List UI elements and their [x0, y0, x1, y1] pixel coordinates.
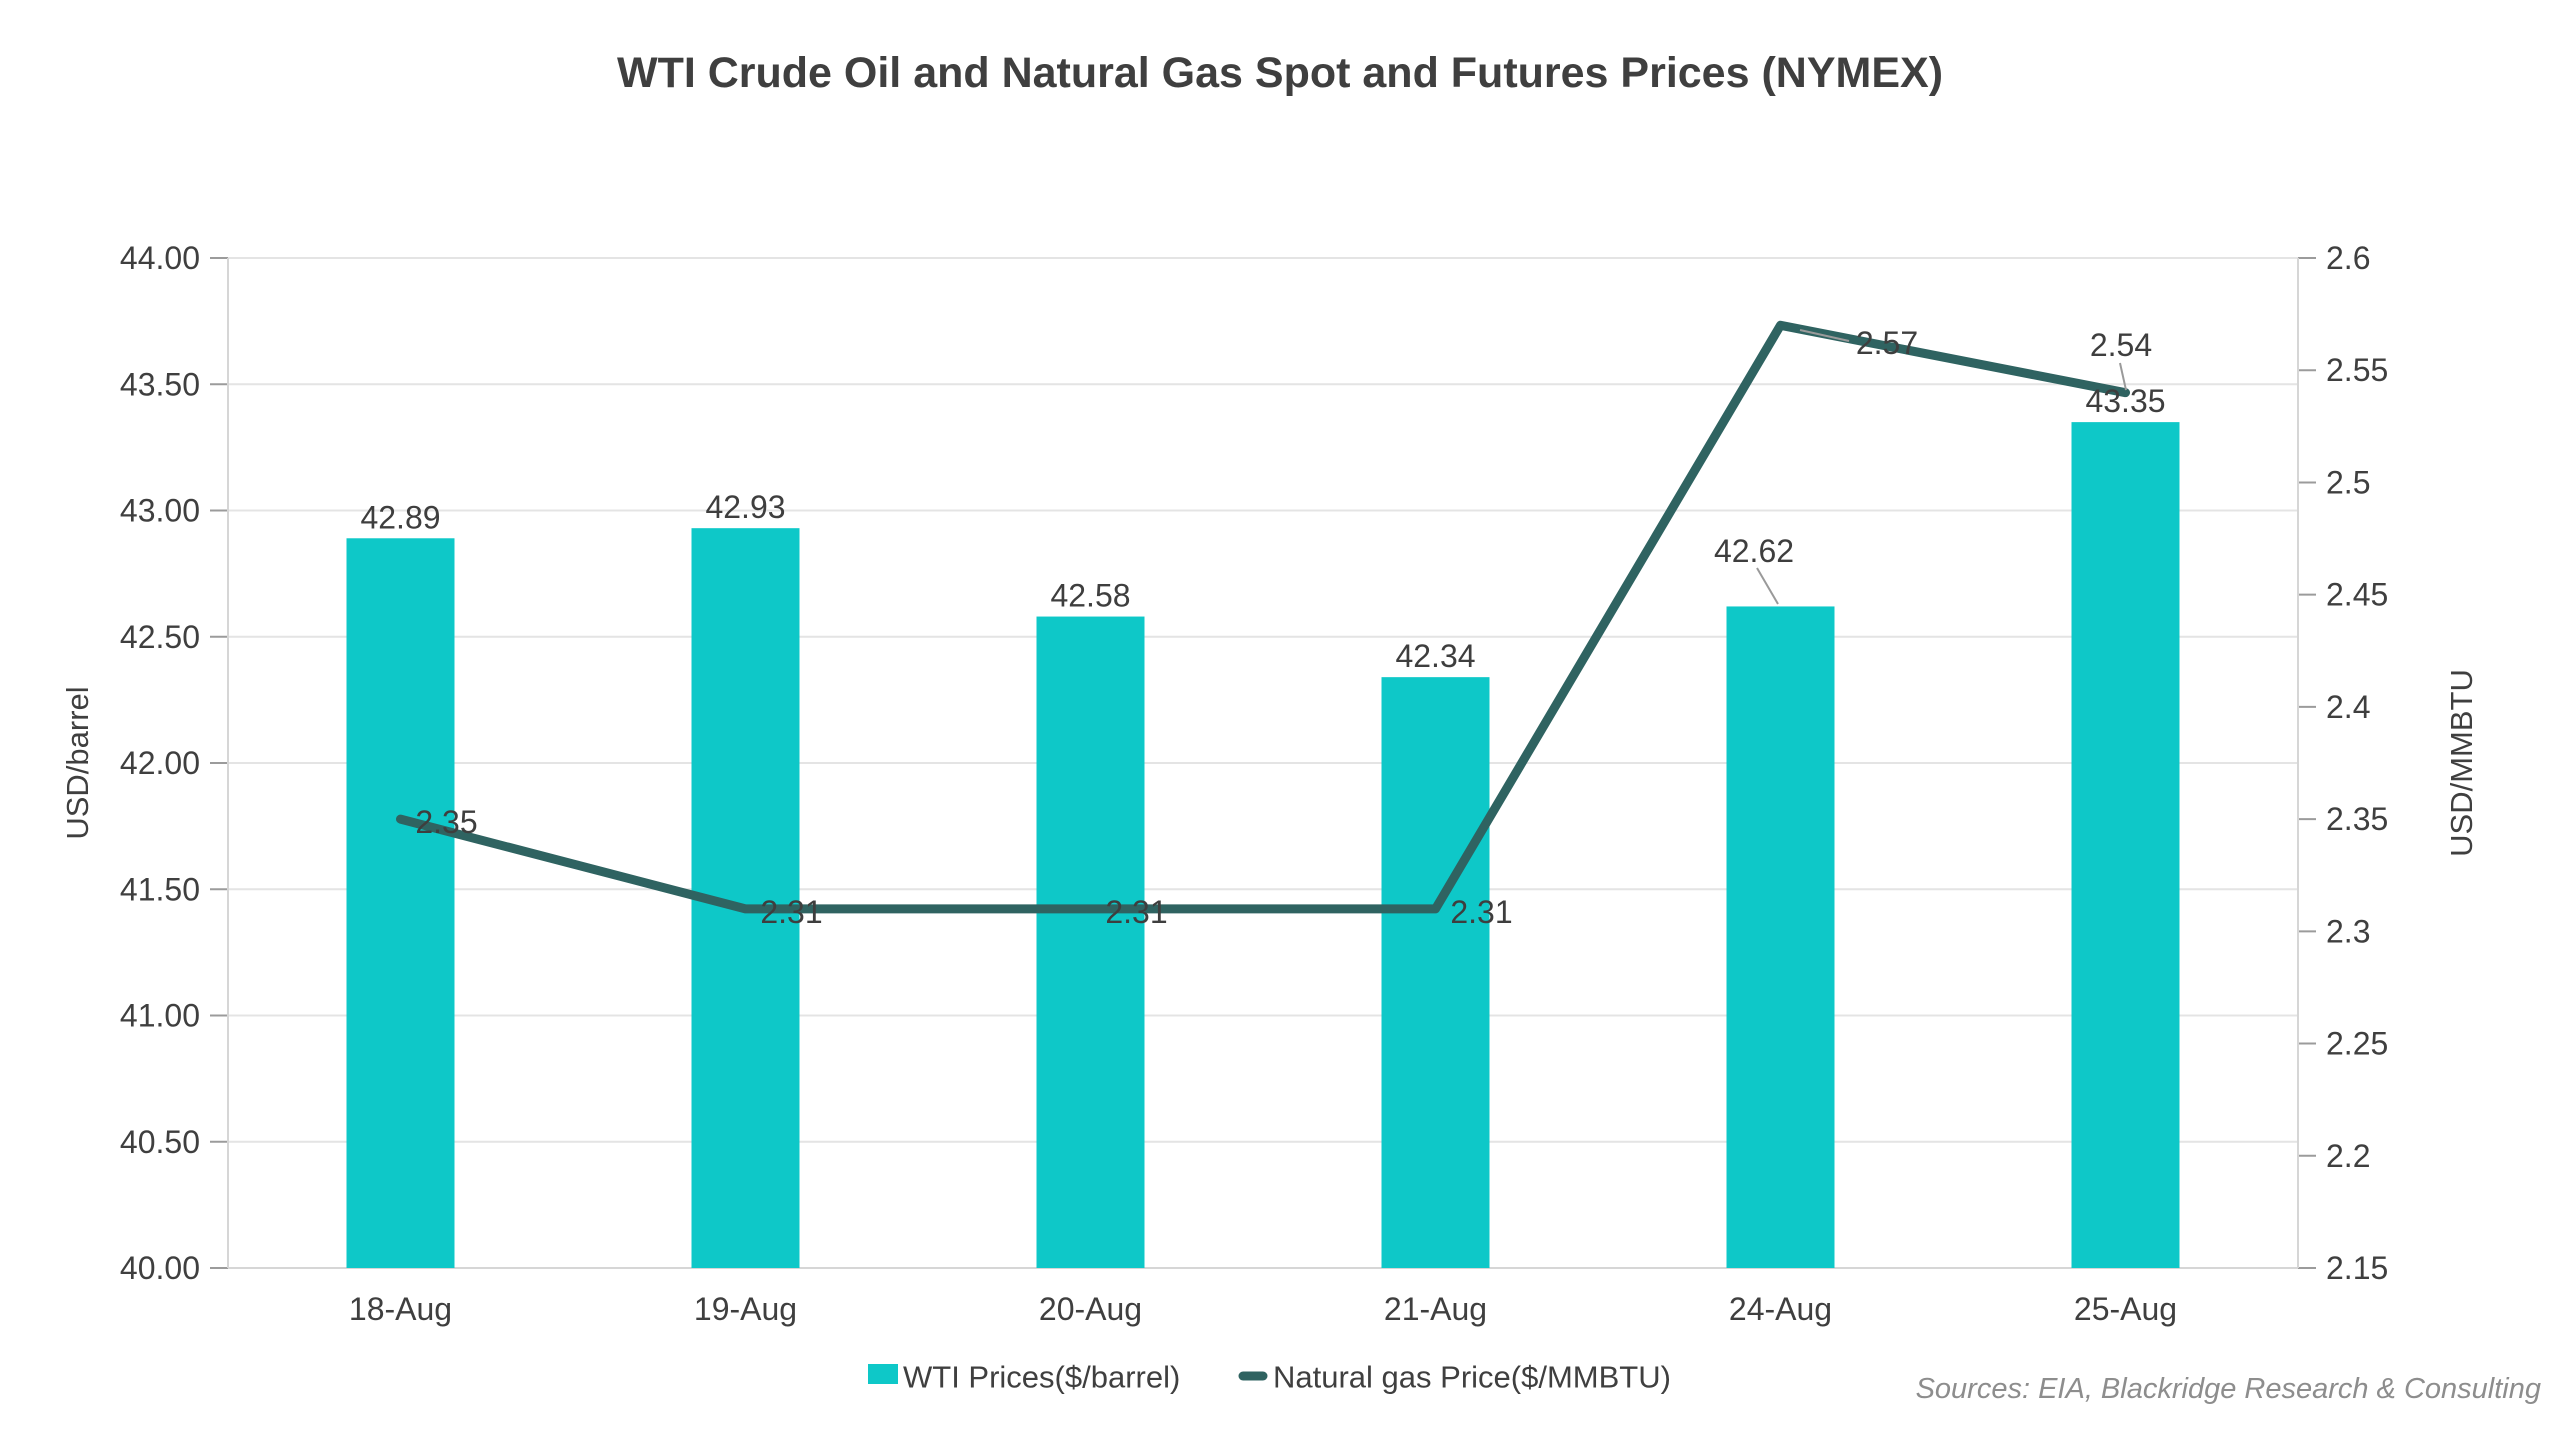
wti-bar [1381, 677, 1490, 1268]
right-axis-tick-label: 2.2 [2326, 1138, 2370, 1174]
line-value-label: 2.35 [415, 804, 477, 840]
category-label: 25-Aug [2074, 1291, 2177, 1327]
right-axis-tick-label: 2.15 [2326, 1250, 2388, 1286]
line-value-label: 2.54 [2090, 327, 2152, 363]
line-value-label: 2.57 [1856, 325, 1918, 361]
right-axis-tick-label: 2.6 [2326, 240, 2370, 276]
label-leader-line [1756, 567, 1779, 605]
left-axis-tick-label: 40.00 [120, 1250, 200, 1286]
legend: WTI Prices($/barrel) Natural gas Price($… [868, 1360, 1671, 1395]
category-label: 20-Aug [1039, 1291, 1142, 1327]
legend-marker-wti [868, 1364, 898, 1384]
left-axis-tick-label: 41.50 [120, 871, 200, 907]
category-label: 18-Aug [349, 1291, 452, 1327]
left-axis-tick-label: 40.50 [120, 1124, 200, 1160]
bar-value-label: 43.35 [2085, 383, 2165, 419]
wti-bar [1036, 616, 1145, 1268]
line-value-label: 2.31 [760, 894, 822, 930]
category-label: 19-Aug [694, 1291, 797, 1327]
left-axis-tick-label: 44.00 [120, 240, 200, 276]
bar-value-label: 42.34 [1395, 638, 1475, 674]
left-axis-tick-label: 41.00 [120, 998, 200, 1034]
line-value-label: 2.31 [1450, 894, 1512, 930]
source-note: Sources: EIA, Blackridge Research & Cons… [1916, 1373, 2541, 1405]
left-axis-tick-label: 43.50 [120, 366, 200, 402]
chart-title: WTI Crude Oil and Natural Gas Spot and F… [617, 49, 1943, 97]
right-axis-tick-label: 2.45 [2326, 577, 2388, 613]
left-axis-title: USD/barrel [60, 686, 95, 839]
right-axis-tick-label: 2.35 [2326, 801, 2388, 837]
left-axis-tick-label: 42.00 [120, 745, 200, 781]
right-axis-tick-label: 2.4 [2326, 689, 2370, 725]
line-value-label: 2.31 [1105, 894, 1167, 930]
category-label: 24-Aug [1729, 1291, 1832, 1327]
bar-value-label: 42.62 [1714, 533, 1794, 569]
left-axis-tick-label: 43.00 [120, 493, 200, 529]
legend-label-wti: WTI Prices($/barrel) [903, 1360, 1180, 1395]
wti-bar [1726, 606, 1835, 1268]
label-leader-line [2119, 362, 2127, 391]
plot-area: 40.00 40.50 41.00 41.50 42.00 42.50 43.00 43.50… [120, 240, 2388, 1327]
right-axis-tick-label: 2.3 [2326, 913, 2370, 949]
right-axis-tick-label: 2.25 [2326, 1026, 2388, 1062]
left-axis-tick-label: 42.50 [120, 619, 200, 655]
legend-label-gas: Natural gas Price($/MMBTU) [1273, 1360, 1671, 1395]
right-axis-tick-label: 2.55 [2326, 352, 2388, 388]
bar-value-label: 42.89 [360, 499, 440, 535]
wti-bar [2071, 422, 2180, 1268]
bar-value-label: 42.58 [1050, 578, 1130, 614]
gas-line [396, 320, 2130, 914]
right-axis-title: USD/MMBTU [2444, 669, 2479, 857]
bar-value-label: 42.93 [705, 489, 785, 525]
label-leader-line [1799, 329, 1850, 342]
category-label: 21-Aug [1384, 1291, 1487, 1327]
wti-bar [346, 538, 455, 1268]
right-axis-tick-label: 2.5 [2326, 464, 2370, 500]
